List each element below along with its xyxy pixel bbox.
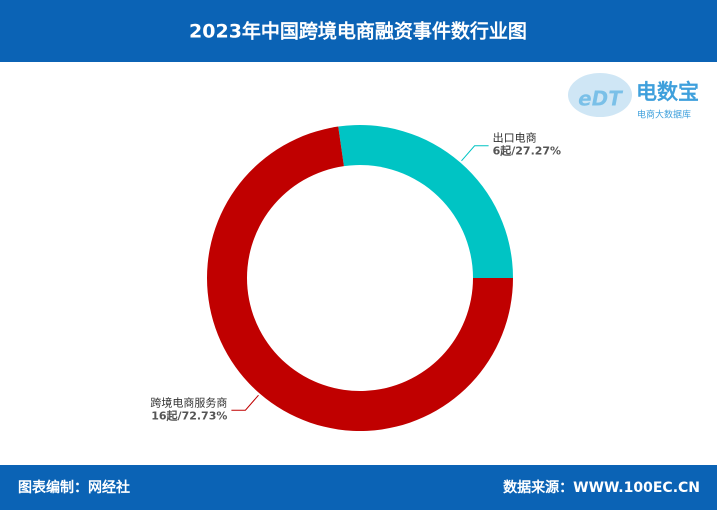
slice-label: 出口电商 [493, 131, 537, 145]
value-label: 16起/72.73% [151, 408, 227, 422]
logo-mark: eDT [578, 87, 623, 111]
logo-cloud [568, 73, 632, 117]
value-label: 6起/27.27% [493, 144, 561, 158]
header-bar [0, 0, 717, 62]
leader-line [461, 145, 489, 162]
chart-title: 2023年中国跨境电商融资事件数行业图 [189, 20, 527, 43]
logo-tagline: 电商大数据库 [637, 109, 691, 121]
logo: eDT 电数宝 电商大数据库 [568, 73, 699, 121]
footer-left: 图表编制：网经社 [18, 479, 130, 496]
footer-right: 数据来源：WWW.100EC.CN [503, 479, 700, 496]
leader-line [231, 394, 259, 411]
footer-bar [0, 465, 717, 510]
donut-segment [338, 124, 513, 278]
logo-name: 电数宝 [636, 80, 699, 104]
slice-label: 跨境电商服务商 [150, 395, 227, 409]
